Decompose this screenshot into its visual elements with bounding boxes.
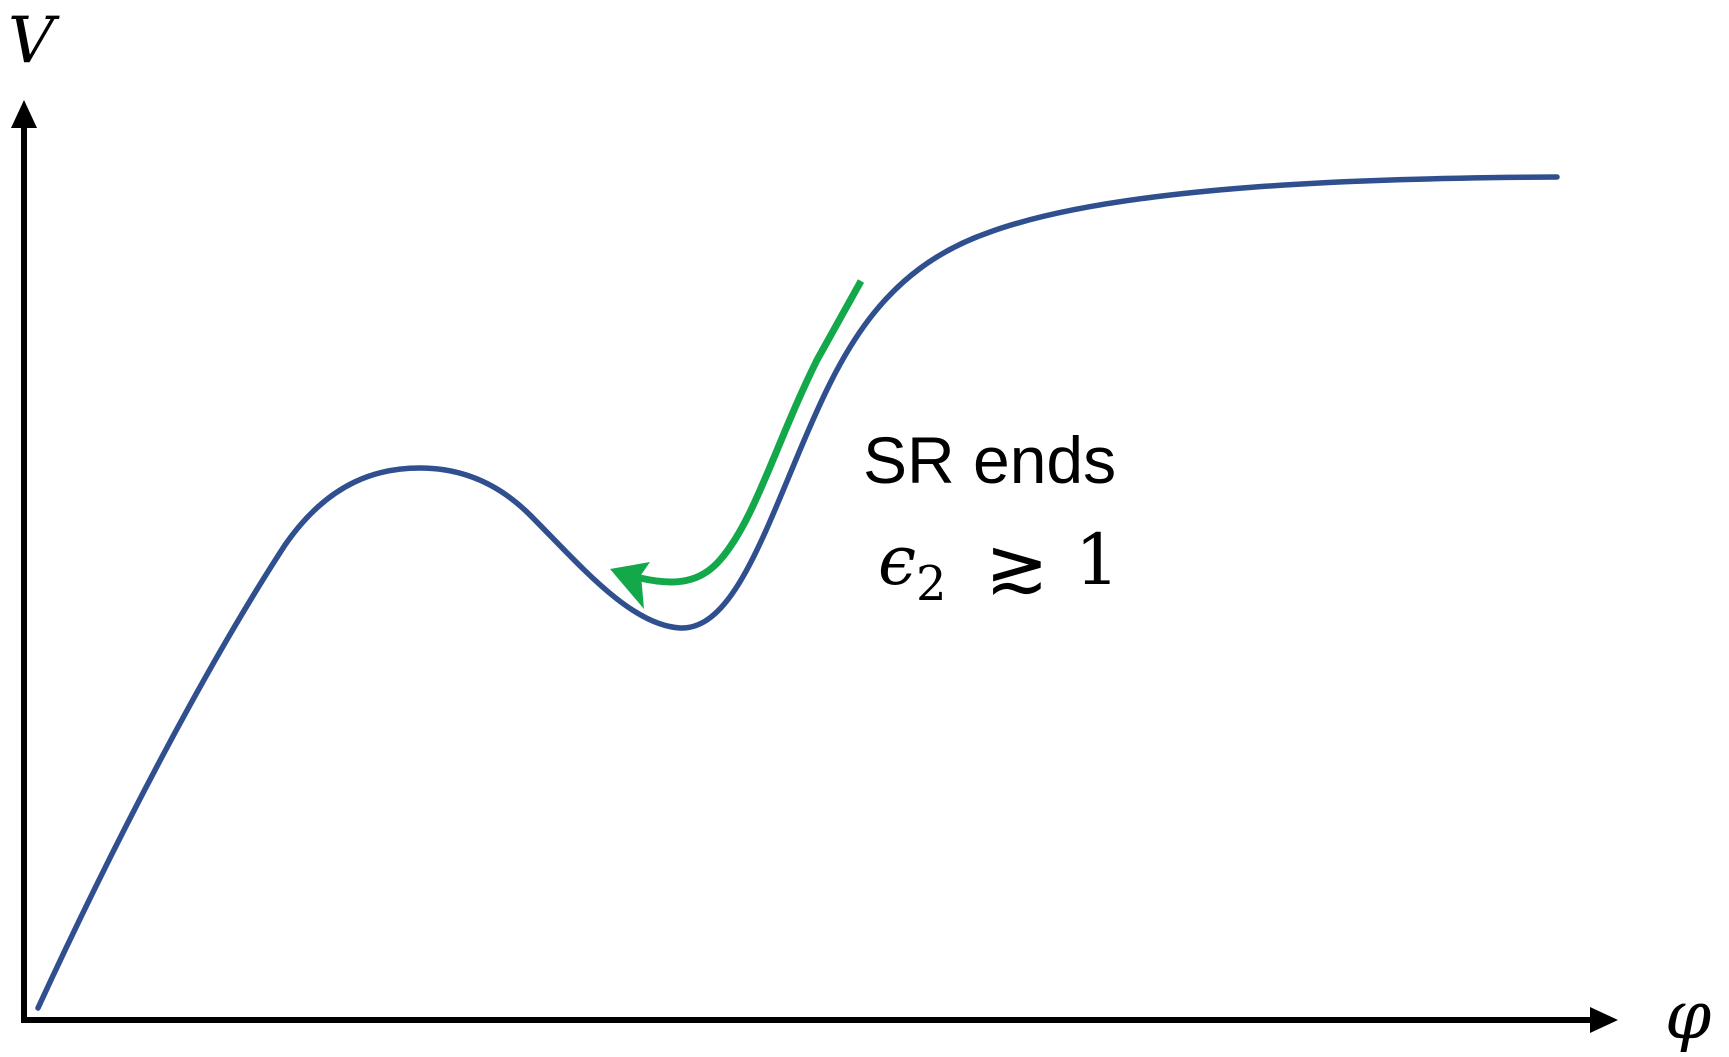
epsilon-subscript: 2 bbox=[916, 556, 947, 612]
slow-roll-ends-label: SR ends bbox=[863, 423, 1116, 497]
relation-symbol: ≳ bbox=[985, 521, 1049, 610]
x-axis-arrowhead bbox=[1590, 1007, 1618, 1033]
y-axis-label: V bbox=[8, 4, 60, 78]
x-axis-label: φ bbox=[1665, 977, 1711, 1054]
condition-value: 1 bbox=[1075, 519, 1120, 601]
field-trajectory-arrow bbox=[639, 279, 865, 586]
epsilon-symbol: ϵ bbox=[878, 522, 916, 601]
trajectory-arrowhead bbox=[610, 562, 650, 609]
potential-curve bbox=[35, 174, 1560, 1011]
condition-expression: ϵ 2 ≳ 1 bbox=[878, 519, 1120, 612]
y-axis-arrowhead bbox=[11, 100, 37, 128]
